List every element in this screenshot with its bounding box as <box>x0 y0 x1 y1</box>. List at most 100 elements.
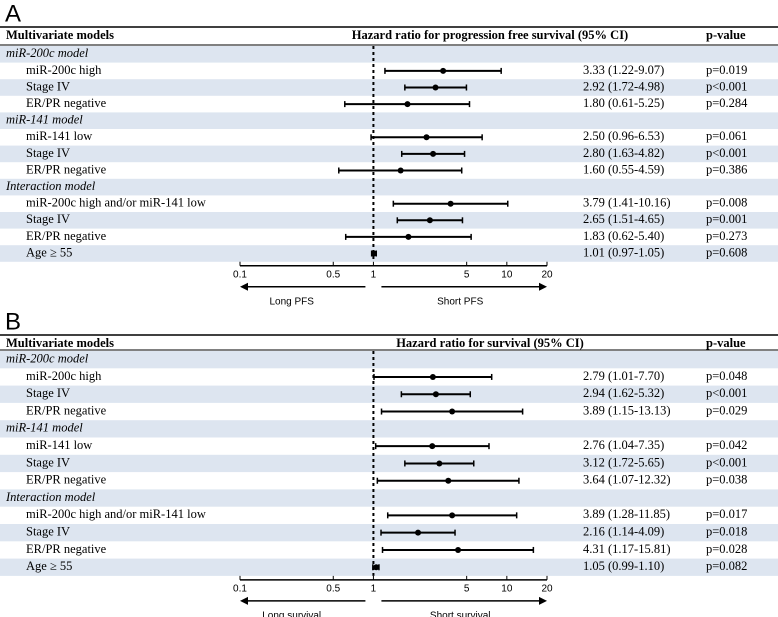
hr-label: 1.05 (0.99-1.10) <box>583 559 664 573</box>
p-label: p=0.048 <box>706 369 747 383</box>
arrow-right-head <box>539 282 547 291</box>
hr-point <box>449 512 456 519</box>
column-header: Multivariate models <box>6 336 114 350</box>
p-label: p=0.082 <box>706 559 747 573</box>
p-label: p=0.042 <box>706 438 747 452</box>
group-name: miR-141 model <box>6 113 83 127</box>
row-shade <box>0 558 778 576</box>
row-label: ER/PR negative <box>26 96 107 110</box>
p-label: p=0.608 <box>706 245 747 259</box>
hr-point <box>447 200 454 207</box>
hr-point <box>426 217 433 224</box>
row-shade <box>0 489 778 507</box>
axis-left-label: Long PFS <box>269 296 314 307</box>
hr-label: 2.16 (1.14-4.09) <box>583 525 664 539</box>
row-shade <box>0 46 778 63</box>
x-tick-label: 20 <box>541 269 553 280</box>
x-tick-label: 10 <box>501 584 513 595</box>
row-label: miR-141 low <box>26 438 92 452</box>
column-header: p-value <box>706 336 746 350</box>
row-label: ER/PR negative <box>26 542 107 556</box>
hr-point <box>440 67 447 74</box>
p-label: p=0.386 <box>706 162 747 176</box>
row-label: Age ≥ 55 <box>26 245 72 259</box>
panel-label: B <box>5 308 21 335</box>
p-label: p<0.001 <box>706 79 747 93</box>
x-tick-label: 0.1 <box>233 269 247 280</box>
column-header: p-value <box>706 28 746 42</box>
row-shade <box>0 245 778 262</box>
hr-label: 3.12 (1.72-5.65) <box>583 455 664 469</box>
group-name: miR-200c model <box>6 352 89 366</box>
hr-label: 1.01 (0.97-1.05) <box>583 245 664 259</box>
column-header: Hazard ratio for survival (95% CI) <box>396 336 584 350</box>
row-shade <box>0 79 778 96</box>
group-name: Interaction model <box>5 179 96 193</box>
x-tick-label: 0.5 <box>326 584 340 595</box>
hr-point <box>449 408 456 415</box>
arrow-right-head <box>539 596 547 605</box>
hr-label: 2.80 (1.63-4.82) <box>583 146 664 160</box>
axis-left-label: Long survival <box>262 611 321 617</box>
p-label: p=0.019 <box>706 63 747 77</box>
row-label: miR-200c high <box>26 369 102 383</box>
row-label: ER/PR negative <box>26 403 107 417</box>
row-label: ER/PR negative <box>26 162 107 176</box>
x-tick-label: 0.1 <box>233 584 247 595</box>
p-label: p=0.018 <box>706 525 747 539</box>
arrow-left-head <box>240 282 248 291</box>
x-tick-label: 20 <box>541 584 553 595</box>
row-label: Stage IV <box>26 386 70 400</box>
x-tick-label: 1 <box>371 584 377 595</box>
p-label: p=0.001 <box>706 212 747 226</box>
row-label: Stage IV <box>26 525 70 539</box>
x-tick-label: 5 <box>464 584 470 595</box>
hr-point <box>415 529 422 536</box>
hr-point <box>423 134 430 141</box>
hr-label: 2.65 (1.51-4.65) <box>583 212 664 226</box>
row-label: ER/PR negative <box>26 229 107 243</box>
hr-point <box>455 546 462 553</box>
row-label: Stage IV <box>26 212 70 226</box>
hr-label: 1.60 (0.55-4.59) <box>583 162 664 176</box>
hr-point <box>429 373 436 380</box>
row-label: Stage IV <box>26 79 70 93</box>
p-label: p=0.029 <box>706 403 747 417</box>
hr-point <box>430 150 437 157</box>
row-label: miR-141 low <box>26 129 92 143</box>
row-shade <box>0 454 778 473</box>
column-header: Multivariate models <box>6 28 114 42</box>
hr-label: 2.50 (0.96-6.53) <box>583 129 664 143</box>
hr-point <box>404 101 411 108</box>
row-label: miR-200c high <box>26 63 102 77</box>
p-label: p<0.001 <box>706 146 747 160</box>
hr-label: 4.31 (1.17-15.81) <box>583 542 671 556</box>
hr-label: 3.64 (1.07-12.32) <box>583 473 671 487</box>
hr-label: 3.33 (1.22-9.07) <box>583 63 664 77</box>
row-label: ER/PR negative <box>26 473 107 487</box>
hr-label: 2.79 (1.01-7.70) <box>583 369 664 383</box>
hr-label: 1.80 (0.61-5.25) <box>583 96 664 110</box>
hr-label: 1.83 (0.62-5.40) <box>583 229 664 243</box>
p-label: p<0.001 <box>706 386 747 400</box>
panel-label: A <box>5 0 21 27</box>
row-shade <box>0 112 778 129</box>
hr-point <box>432 84 439 91</box>
hr-label: 2.94 (1.62-5.32) <box>583 386 664 400</box>
row-label: Stage IV <box>26 455 70 469</box>
row-shade <box>0 420 778 438</box>
row-shade <box>0 212 778 229</box>
hr-label: 3.89 (1.15-13.13) <box>583 403 671 417</box>
row-label: Stage IV <box>26 146 70 160</box>
hr-point <box>432 391 439 398</box>
x-tick-label: 0.5 <box>326 269 340 280</box>
row-shade <box>0 145 778 163</box>
row-label: miR-200c high and/or miR-141 low <box>26 196 206 210</box>
p-label: p=0.273 <box>706 229 747 243</box>
x-tick-label: 5 <box>464 269 470 280</box>
p-label: p=0.017 <box>706 507 747 521</box>
p-label: p=0.028 <box>706 542 747 556</box>
row-label: miR-200c high and/or miR-141 low <box>26 507 206 521</box>
p-label: p=0.284 <box>706 96 748 110</box>
